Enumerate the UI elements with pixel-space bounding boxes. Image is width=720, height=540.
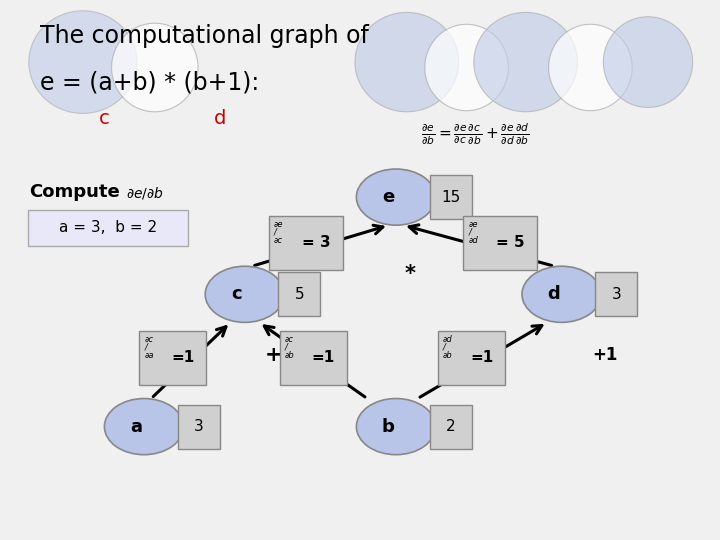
Text: d: d <box>213 109 226 128</box>
Ellipse shape <box>356 169 436 225</box>
Text: ∂c
/
∂b: ∂c / ∂b <box>284 335 294 360</box>
Text: +: + <box>265 345 282 365</box>
Ellipse shape <box>549 24 632 111</box>
Ellipse shape <box>104 399 184 455</box>
Text: 5: 5 <box>294 287 305 302</box>
Text: =1: =1 <box>312 350 335 365</box>
Text: ∂d
/
∂b: ∂d / ∂b <box>443 335 453 360</box>
Text: e = (a+b) * (b+1):: e = (a+b) * (b+1): <box>40 70 259 94</box>
Ellipse shape <box>522 266 601 322</box>
Text: c: c <box>99 109 109 128</box>
Ellipse shape <box>112 23 198 112</box>
Text: ∂e
/
∂d: ∂e / ∂d <box>469 220 478 245</box>
Text: c: c <box>232 285 242 303</box>
FancyBboxPatch shape <box>279 330 347 384</box>
FancyBboxPatch shape <box>464 216 537 270</box>
Text: =1: =1 <box>470 350 493 365</box>
FancyBboxPatch shape <box>279 272 320 316</box>
FancyBboxPatch shape <box>430 175 472 219</box>
Text: $\partial e/\partial b$: $\partial e/\partial b$ <box>126 185 163 201</box>
FancyBboxPatch shape <box>430 404 472 449</box>
Text: +1: +1 <box>592 346 618 364</box>
FancyBboxPatch shape <box>438 330 505 384</box>
Text: 15: 15 <box>441 190 460 205</box>
Ellipse shape <box>29 11 137 113</box>
Text: 3: 3 <box>611 287 621 302</box>
Text: a = 3,  b = 2: a = 3, b = 2 <box>59 220 157 235</box>
FancyBboxPatch shape <box>28 210 188 246</box>
Text: = 5: = 5 <box>496 235 525 251</box>
Ellipse shape <box>603 17 693 107</box>
FancyBboxPatch shape <box>178 404 220 449</box>
Text: *: * <box>405 264 416 284</box>
Ellipse shape <box>355 12 459 112</box>
Text: a: a <box>130 417 142 436</box>
Text: d: d <box>547 285 560 303</box>
Text: 3: 3 <box>194 419 204 434</box>
Text: ∂c
/
∂a: ∂c / ∂a <box>144 335 154 360</box>
Ellipse shape <box>474 12 577 112</box>
Ellipse shape <box>425 24 508 111</box>
FancyBboxPatch shape <box>139 330 207 384</box>
Text: Compute: Compute <box>29 183 120 201</box>
Text: =1: =1 <box>171 350 194 365</box>
Ellipse shape <box>205 266 284 322</box>
Text: e: e <box>382 188 394 206</box>
Text: $\frac{\partial e}{\partial b} = \frac{\partial e}{\partial c}\frac{\partial c}{: $\frac{\partial e}{\partial b} = \frac{\… <box>421 122 530 147</box>
Text: ∂e
/
∂c: ∂e / ∂c <box>274 220 284 245</box>
Text: 2: 2 <box>446 419 456 434</box>
FancyBboxPatch shape <box>595 272 637 316</box>
Ellipse shape <box>356 399 436 455</box>
Text: = 3: = 3 <box>302 235 330 251</box>
Text: The computational graph of: The computational graph of <box>40 24 369 48</box>
Text: b: b <box>382 417 395 436</box>
FancyBboxPatch shape <box>269 216 343 270</box>
